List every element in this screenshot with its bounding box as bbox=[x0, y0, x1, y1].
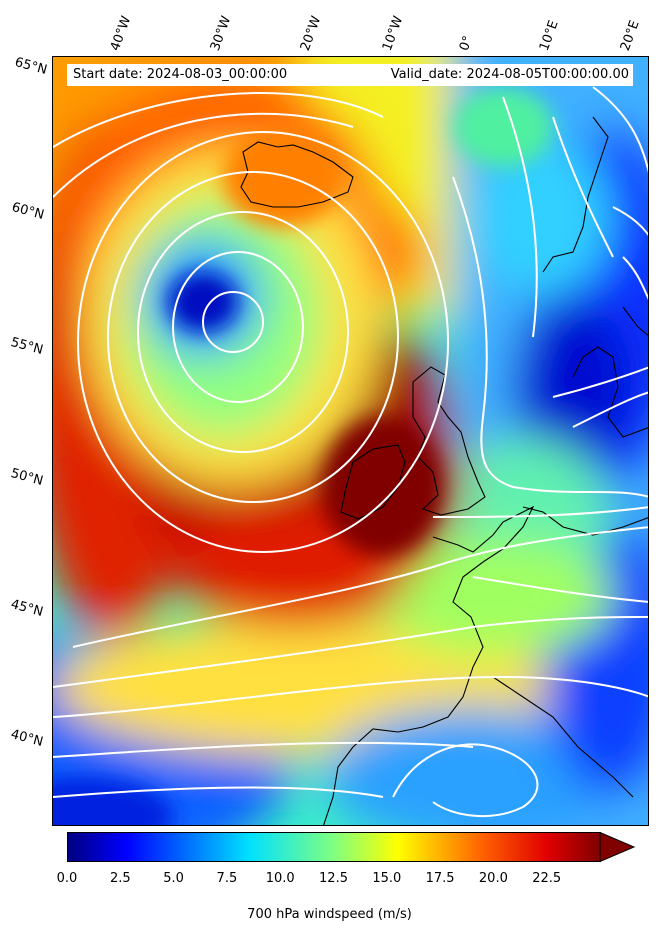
windspeed-field bbox=[53, 57, 648, 825]
lat-label-55n: 55°N bbox=[9, 335, 45, 358]
start-date-text: Start date: 2024-08-03_00:00:00 bbox=[73, 67, 288, 82]
lat-label-60n: 60°N bbox=[10, 200, 46, 223]
colorbar-label: 700 hPa windspeed (m/s) bbox=[247, 907, 412, 922]
colorbar-tick-5: 12.5 bbox=[319, 871, 348, 886]
colorbar-tick-2: 5.0 bbox=[163, 871, 184, 886]
colorbar-extend-arrow bbox=[599, 832, 636, 863]
lat-label-40n: 40°N bbox=[9, 727, 45, 750]
lon-label-0: 0° bbox=[456, 33, 477, 53]
colorbar-tick-9: 22.5 bbox=[532, 871, 562, 886]
date-info-box: Start date: 2024-08-03_00:00:00 Valid_da… bbox=[67, 64, 633, 86]
lat-label-65n: 65°N bbox=[13, 55, 49, 78]
colorbar-tick-0: 0.0 bbox=[56, 871, 78, 886]
colorbar-tick-6: 15.0 bbox=[372, 871, 402, 886]
coastlines bbox=[240, 116, 648, 825]
colorbar-tick-3: 7.5 bbox=[216, 871, 238, 886]
streamlines bbox=[53, 86, 648, 818]
colorbar-gradient bbox=[67, 832, 601, 862]
lon-label-10w: 10°W bbox=[379, 14, 407, 53]
map-panel bbox=[52, 56, 649, 826]
colorbar-tick-1: 2.5 bbox=[109, 871, 131, 886]
map-svg bbox=[53, 57, 648, 825]
colorbar-tick-4: 10.0 bbox=[265, 871, 295, 886]
lon-label-10e: 10°E bbox=[536, 18, 562, 53]
lon-label-20e: 20°E bbox=[617, 18, 643, 53]
colorbar bbox=[67, 832, 636, 863]
colorbar-tick-8: 20.0 bbox=[478, 871, 508, 886]
lon-label-30w: 30°W bbox=[207, 14, 235, 53]
valid-date-text: Valid_date: 2024-08-05T00:00:00.00 bbox=[390, 67, 629, 82]
lon-label-20w: 20°W bbox=[297, 14, 325, 53]
lon-label-40w: 40°W bbox=[107, 14, 135, 53]
lat-label-50n: 50°N bbox=[9, 466, 45, 489]
colorbar-tick-7: 17.5 bbox=[425, 871, 455, 886]
lat-label-45n: 45°N bbox=[9, 597, 45, 620]
